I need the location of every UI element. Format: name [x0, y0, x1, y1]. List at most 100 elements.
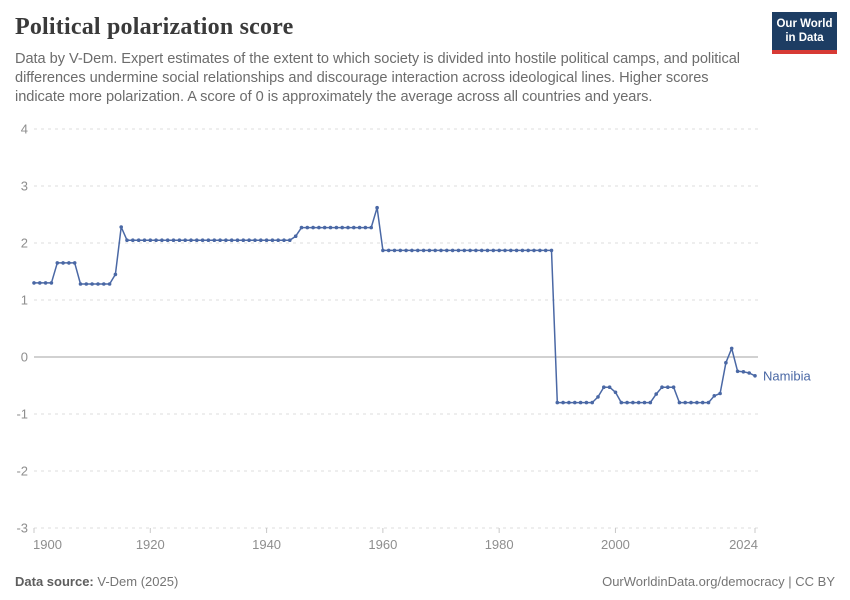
data-point[interactable] — [369, 225, 374, 230]
data-point[interactable] — [497, 248, 502, 253]
data-point[interactable] — [700, 400, 705, 405]
data-point[interactable] — [229, 238, 234, 242]
data-point[interactable] — [195, 238, 199, 242]
data-point[interactable] — [131, 238, 135, 242]
data-point[interactable] — [165, 238, 170, 242]
data-point[interactable] — [148, 238, 153, 242]
data-point[interactable] — [613, 390, 618, 395]
data-point[interactable] — [49, 281, 54, 285]
data-point[interactable] — [625, 400, 629, 405]
data-point[interactable] — [671, 385, 676, 390]
data-point[interactable] — [381, 248, 385, 253]
data-point[interactable] — [259, 238, 263, 242]
data-point[interactable] — [607, 385, 612, 390]
data-point[interactable] — [61, 261, 65, 265]
data-point[interactable] — [299, 225, 304, 230]
data-point[interactable] — [712, 394, 717, 398]
data-point[interactable] — [386, 248, 391, 253]
owid-logo[interactable]: Our World in Data — [772, 12, 837, 54]
data-point[interactable] — [660, 385, 664, 390]
data-point[interactable] — [491, 248, 496, 253]
data-point[interactable] — [206, 238, 211, 242]
data-point[interactable] — [532, 248, 536, 253]
data-point[interactable] — [404, 248, 408, 253]
data-point[interactable] — [485, 248, 490, 253]
data-point[interactable] — [276, 238, 281, 242]
data-point[interactable] — [113, 272, 118, 277]
data-point[interactable] — [706, 400, 711, 405]
data-point[interactable] — [189, 238, 193, 242]
data-point[interactable] — [549, 248, 554, 253]
data-point[interactable] — [340, 225, 345, 230]
data-point[interactable] — [317, 225, 321, 230]
data-point[interactable] — [729, 346, 734, 351]
data-point[interactable] — [747, 371, 751, 375]
data-point[interactable] — [398, 248, 403, 253]
data-point[interactable] — [375, 205, 379, 210]
data-point[interactable] — [555, 400, 560, 405]
data-point[interactable] — [468, 248, 472, 253]
data-point[interactable] — [573, 400, 577, 405]
data-point[interactable] — [346, 225, 350, 230]
namibia-series-line[interactable] — [34, 206, 756, 404]
data-point[interactable] — [154, 238, 158, 242]
data-point[interactable] — [543, 248, 548, 253]
data-point[interactable] — [741, 370, 746, 374]
data-point[interactable] — [235, 238, 240, 242]
data-point[interactable] — [311, 225, 315, 230]
data-point[interactable] — [305, 225, 310, 230]
data-point[interactable] — [509, 248, 513, 253]
data-point[interactable] — [421, 248, 426, 253]
data-point[interactable] — [514, 248, 519, 253]
data-point[interactable] — [136, 238, 141, 242]
data-point[interactable] — [602, 385, 606, 390]
data-point[interactable] — [67, 261, 71, 265]
data-point[interactable] — [450, 248, 455, 253]
data-point[interactable] — [119, 225, 123, 229]
data-point[interactable] — [32, 281, 36, 285]
data-point[interactable] — [334, 225, 339, 230]
data-point[interactable] — [567, 400, 571, 405]
data-point[interactable] — [241, 238, 246, 242]
data-point[interactable] — [718, 391, 722, 396]
data-point[interactable] — [648, 400, 653, 405]
data-point[interactable] — [578, 400, 583, 405]
data-point[interactable] — [631, 400, 635, 405]
data-point[interactable] — [183, 238, 187, 242]
data-point[interactable] — [427, 248, 432, 253]
data-point[interactable] — [96, 282, 100, 286]
data-point[interactable] — [584, 400, 589, 405]
entity-label-namibia[interactable]: Namibia — [763, 368, 811, 383]
data-point[interactable] — [328, 225, 333, 230]
data-point[interactable] — [753, 374, 757, 378]
data-point[interactable] — [253, 238, 257, 242]
data-point[interactable] — [462, 248, 467, 253]
footer-license-link[interactable]: CC BY — [795, 574, 835, 589]
data-point[interactable] — [677, 400, 682, 405]
data-point[interactable] — [247, 238, 251, 242]
data-point[interactable] — [212, 238, 217, 242]
data-point[interactable] — [416, 248, 420, 253]
data-point[interactable] — [561, 400, 565, 405]
data-point[interactable] — [642, 400, 647, 405]
data-point[interactable] — [410, 248, 414, 253]
data-point[interactable] — [392, 248, 397, 253]
footer-url-link[interactable]: OurWorldinData.org/democracy — [602, 574, 785, 589]
data-point[interactable] — [474, 248, 478, 253]
data-point[interactable] — [439, 248, 443, 253]
data-point[interactable] — [520, 248, 525, 253]
data-point[interactable] — [102, 282, 106, 286]
data-point[interactable] — [322, 225, 327, 230]
data-point[interactable] — [445, 248, 449, 253]
data-point[interactable] — [55, 261, 60, 265]
data-point[interactable] — [636, 400, 641, 405]
data-point[interactable] — [177, 238, 182, 242]
data-point[interactable] — [479, 248, 484, 253]
data-point[interactable] — [125, 238, 129, 242]
data-point[interactable] — [264, 238, 269, 242]
data-point[interactable] — [357, 225, 362, 230]
data-point[interactable] — [654, 392, 658, 396]
data-point[interactable] — [171, 238, 176, 242]
data-point[interactable] — [142, 238, 147, 242]
data-point[interactable] — [724, 360, 728, 365]
